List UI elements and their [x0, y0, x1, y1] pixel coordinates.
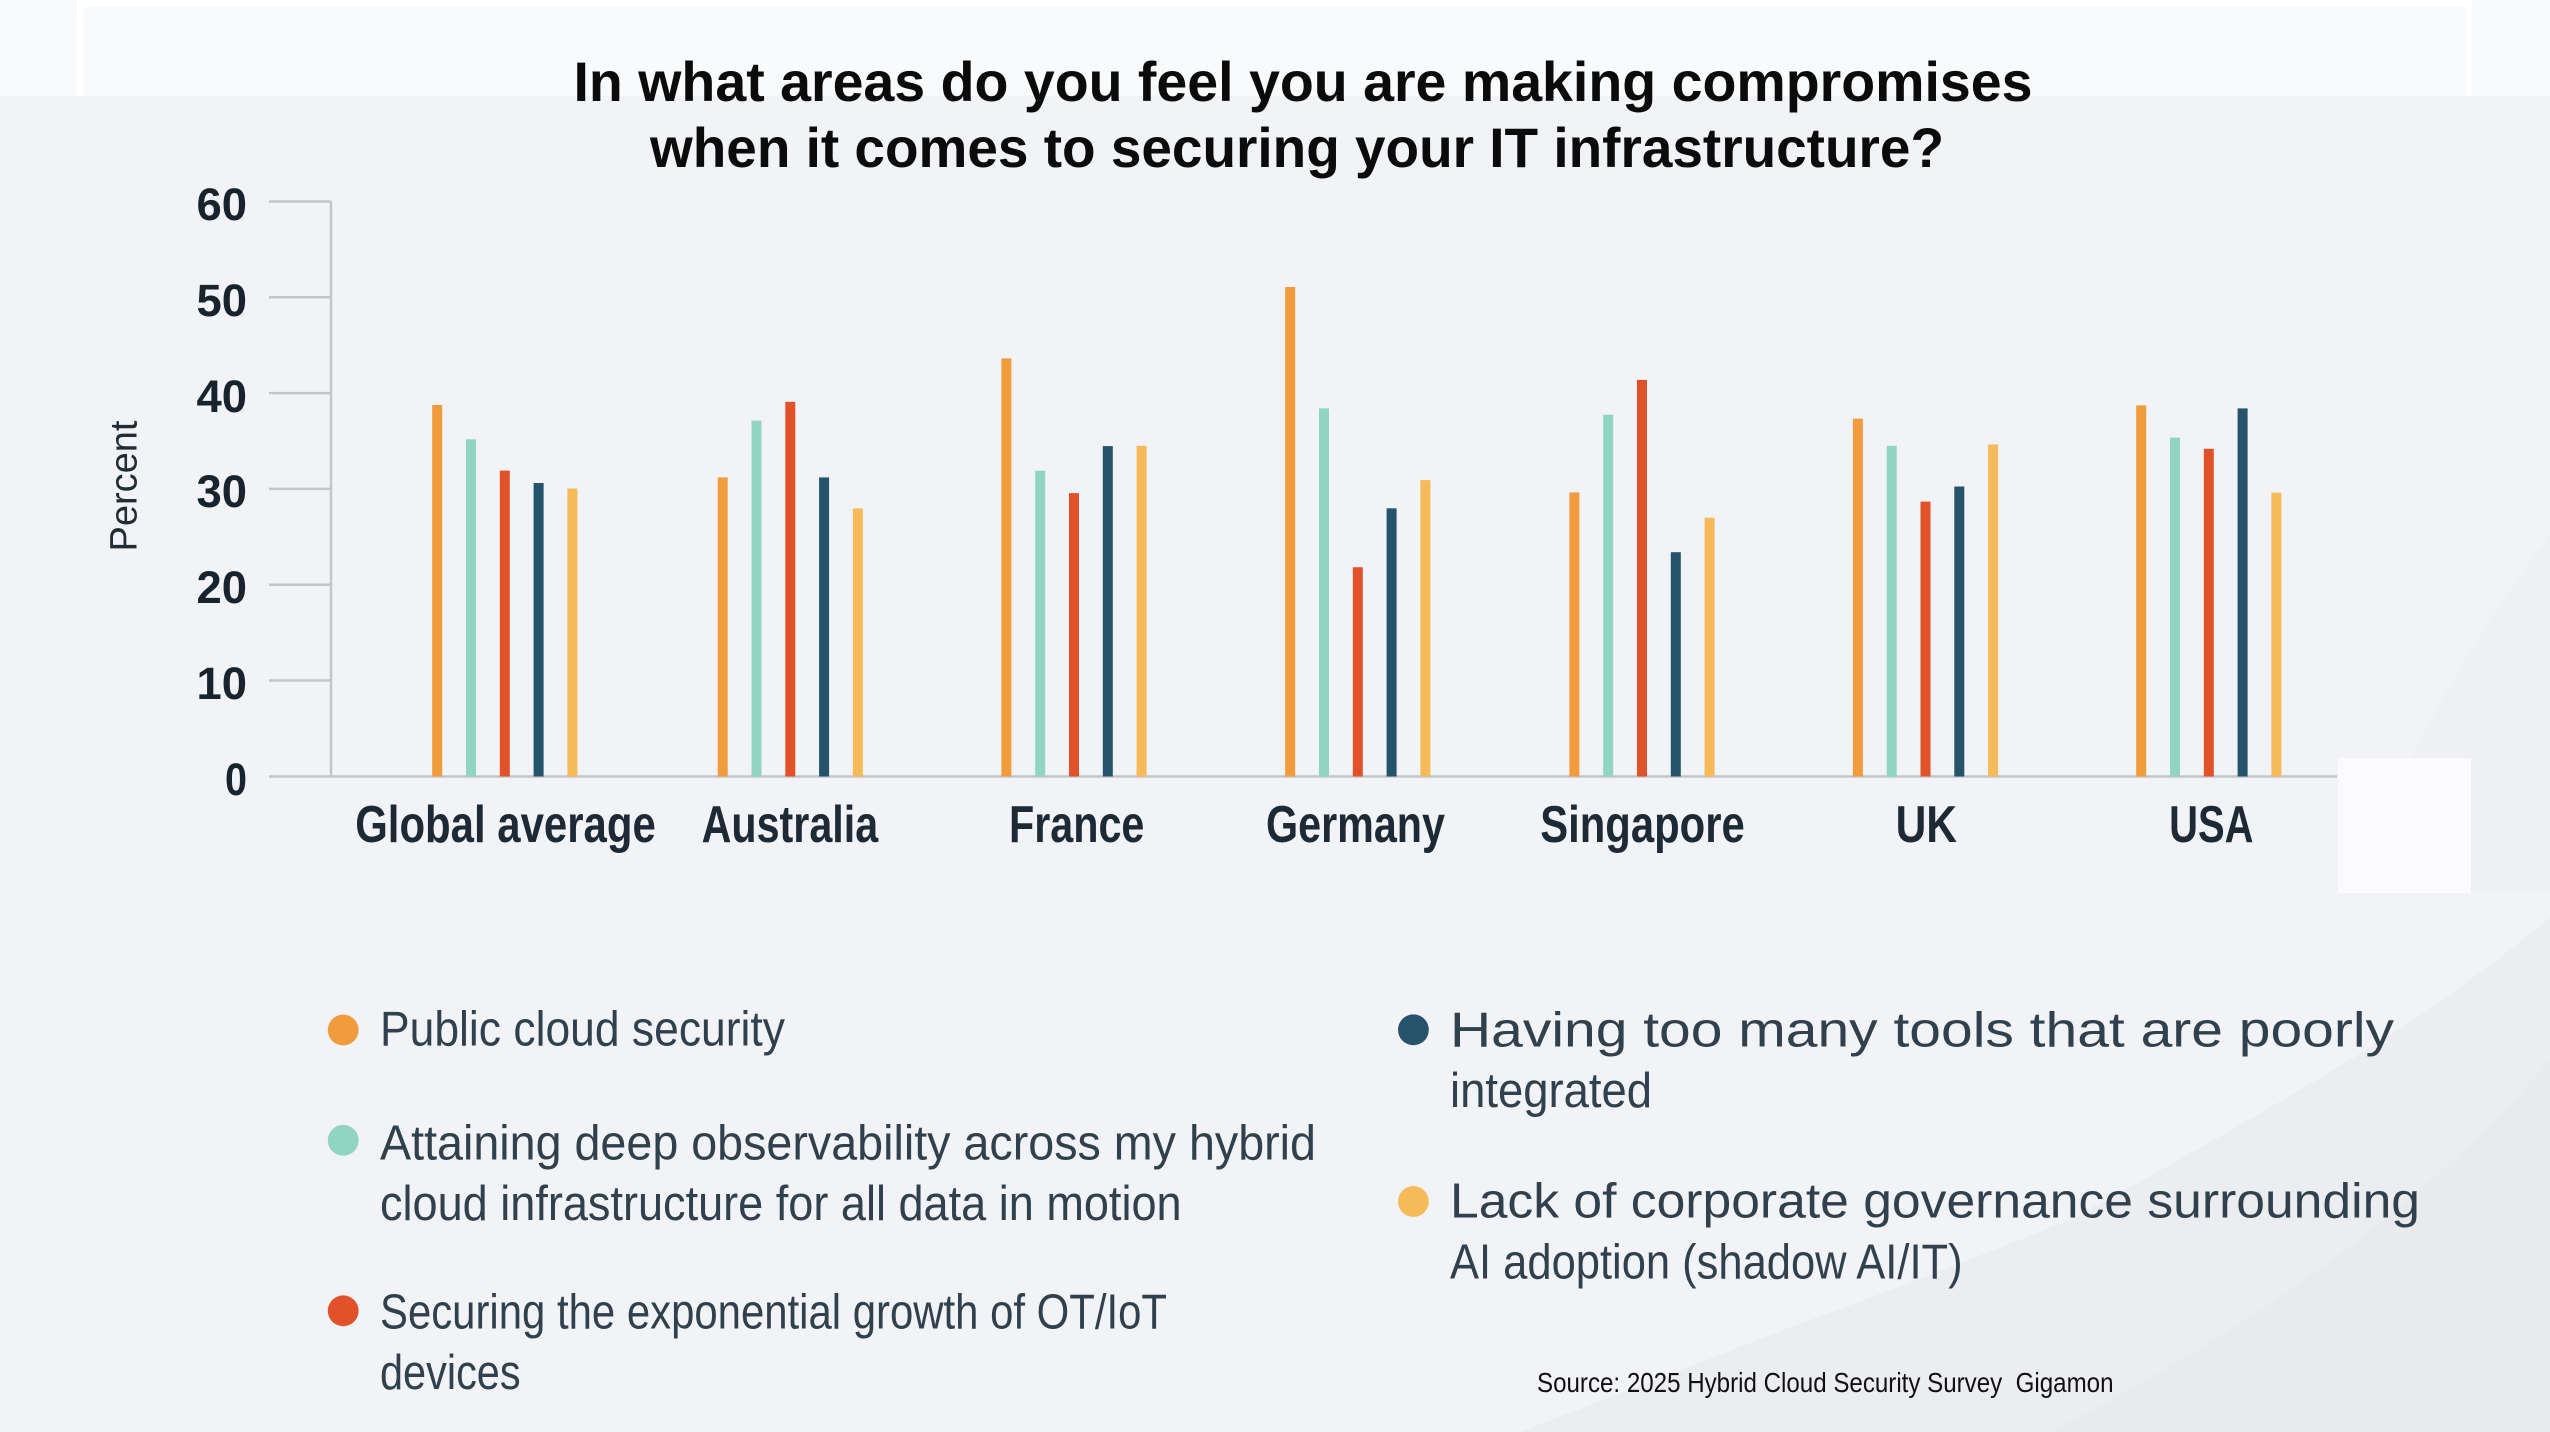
- svg-text:devices: devices: [380, 1345, 521, 1400]
- svg-text:UK: UK: [1896, 796, 1958, 854]
- svg-text:20: 20: [197, 562, 248, 613]
- svg-text:Percent: Percent: [103, 420, 145, 551]
- svg-text:Australia: Australia: [702, 796, 879, 854]
- svg-text:Global average: Global average: [355, 796, 656, 854]
- svg-text:USA: USA: [2169, 796, 2253, 854]
- svg-text:0: 0: [225, 754, 247, 805]
- svg-text:10: 10: [197, 658, 248, 709]
- svg-text:In what areas do you feel you: In what areas do you feel you are making…: [574, 50, 2033, 113]
- svg-text:Singapore: Singapore: [1540, 796, 1745, 854]
- svg-text:AI adoption (shadow AI/IT): AI adoption (shadow AI/IT): [1450, 1235, 1963, 1290]
- svg-text:when it comes to securing your: when it comes to securing your IT infras…: [649, 116, 1944, 179]
- svg-text:Source: 2025 Hybrid Cloud Secu: Source: 2025 Hybrid Cloud Security Surve…: [1537, 1367, 2114, 1398]
- svg-text:Attaining deep observability a: Attaining deep observability across my h…: [380, 1116, 1316, 1171]
- svg-text:Lack of corporate governance s: Lack of corporate governance surrounding: [1450, 1174, 2420, 1229]
- svg-text:40: 40: [197, 371, 248, 422]
- svg-text:30: 30: [197, 466, 248, 517]
- svg-text:50: 50: [197, 275, 248, 326]
- svg-text:Having too many tools that are: Having too many tools that are poorly: [1450, 1003, 2394, 1058]
- svg-text:Public cloud security: Public cloud security: [380, 1002, 785, 1057]
- svg-text:France: France: [1009, 796, 1144, 854]
- svg-text:Germany: Germany: [1266, 796, 1445, 854]
- svg-text:cloud infrastructure for all d: cloud infrastructure for all data in mot…: [380, 1176, 1182, 1231]
- svg-text:60: 60: [197, 179, 248, 230]
- svg-text:integrated: integrated: [1450, 1063, 1652, 1118]
- svg-text:Securing the exponential growt: Securing the exponential growth of OT/Io…: [380, 1285, 1167, 1340]
